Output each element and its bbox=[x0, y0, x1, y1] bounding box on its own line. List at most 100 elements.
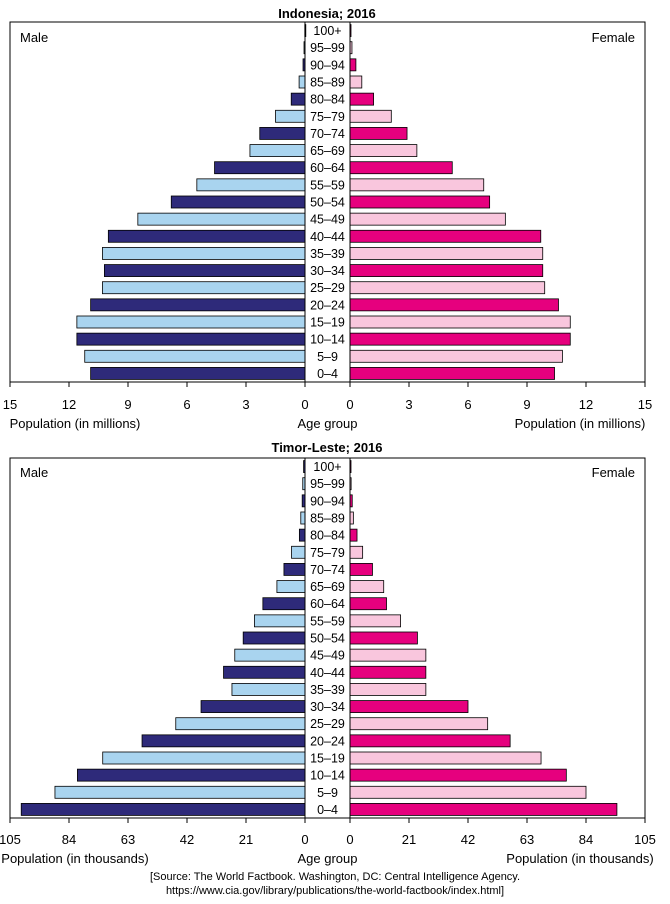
chart2-female-bar bbox=[349, 648, 427, 662]
chart2-frame bbox=[9, 457, 646, 819]
chart2-male-bar bbox=[231, 683, 306, 696]
chart2-female-bar bbox=[349, 700, 469, 713]
chart1-male-tick-label: 0 bbox=[301, 397, 308, 412]
chart2-age-label: 5–9 bbox=[317, 786, 338, 800]
chart1-female-bar bbox=[349, 349, 563, 363]
chart1-male-bar bbox=[90, 367, 306, 380]
chart1-female-tick-label: 9 bbox=[523, 397, 530, 412]
chart2-male-bar bbox=[276, 580, 306, 593]
chart1-male-tick-label: 15 bbox=[3, 397, 17, 412]
chart2-female-tick-label: 42 bbox=[461, 832, 475, 847]
chart1-male-bar bbox=[259, 127, 306, 140]
chart2-age-label: 70–74 bbox=[310, 563, 345, 577]
chart1-age-label: 15–19 bbox=[310, 316, 345, 330]
chart2-female-tick-label: 0 bbox=[346, 832, 353, 847]
chart2-age-label: 75–79 bbox=[310, 546, 345, 560]
chart2-female-bar bbox=[349, 683, 427, 696]
chart2-age-label: 25–29 bbox=[310, 717, 345, 731]
chart2-age-label: 65–69 bbox=[310, 580, 345, 594]
chart1-male-bar bbox=[290, 92, 306, 106]
chart1-female-tick-label: 15 bbox=[638, 397, 652, 412]
chart2-male-bar bbox=[300, 511, 306, 525]
chart2-female-bar bbox=[349, 803, 618, 816]
chart2-age-label: 10–14 bbox=[310, 769, 345, 783]
chart1-male-tick-label: 9 bbox=[124, 397, 131, 412]
chart2-female-bar bbox=[349, 631, 418, 645]
chart2-age-label: 55–59 bbox=[310, 614, 345, 628]
chart2-age-label: 40–44 bbox=[310, 666, 345, 680]
chart1-male-bar bbox=[76, 315, 306, 329]
chart1-female-tick-label: 6 bbox=[464, 397, 471, 412]
chart2-male-tick-label: 84 bbox=[62, 832, 76, 847]
chart1-female-bar bbox=[349, 75, 363, 89]
chart1-female-bar bbox=[349, 92, 375, 106]
chart2-female-bar bbox=[349, 785, 587, 799]
chart2-age-label: 95–99 bbox=[310, 477, 345, 491]
chart2-xlabel-left: Population (in thousands) bbox=[1, 851, 148, 866]
chart1-male-bar bbox=[214, 161, 306, 175]
chart1-male-bar bbox=[90, 298, 306, 312]
chart1-male-bar bbox=[137, 212, 306, 226]
chart2-male-bar bbox=[141, 734, 306, 748]
chart1-xlabel-left: Population (in millions) bbox=[10, 416, 141, 431]
chart2-female-tick-label: 84 bbox=[579, 832, 593, 847]
chart1-age-label: 95–99 bbox=[310, 41, 345, 55]
source-line-1: [Source: The World Factbook. Washington,… bbox=[149, 871, 521, 883]
chart1-age-label: 0–4 bbox=[317, 367, 338, 381]
chart2-age-label: 35–39 bbox=[310, 683, 345, 697]
chart2-age-label: 30–34 bbox=[310, 700, 345, 714]
chart1-female-bar bbox=[349, 58, 357, 72]
chart2-age-label: 100+ bbox=[313, 460, 341, 474]
chart1-female-bar bbox=[349, 212, 506, 226]
chart2-male-bar bbox=[54, 785, 306, 799]
chart1-male-tick-label: 6 bbox=[183, 397, 190, 412]
chart2-female-tick-label: 63 bbox=[520, 832, 534, 847]
chart2-female-tick-label: 21 bbox=[402, 832, 416, 847]
chart2-female-bar bbox=[349, 734, 511, 748]
chart1-male-bar bbox=[249, 144, 306, 157]
chart1-age-label: 80–84 bbox=[310, 93, 345, 107]
chart1-female-bar bbox=[349, 298, 559, 312]
chart1-female-bar bbox=[349, 127, 408, 140]
chart2-female-bar bbox=[349, 528, 358, 542]
chart1-age-label: 35–39 bbox=[310, 247, 345, 261]
chart1-male-bar bbox=[102, 247, 306, 260]
chart2-male-bar bbox=[200, 700, 306, 713]
chart2-age-label: 15–19 bbox=[310, 752, 345, 766]
chart2-female-tick-label: 105 bbox=[634, 832, 656, 847]
chart1-age-label: 85–89 bbox=[310, 76, 345, 90]
chart2-male-tick-label: 42 bbox=[180, 832, 194, 847]
chart1-female-bar bbox=[349, 144, 418, 157]
chart2-male-bar bbox=[234, 648, 306, 662]
chart1-age-label: 45–49 bbox=[310, 213, 345, 227]
chart1-male-label: Male bbox=[20, 30, 48, 45]
chart1-male-bar bbox=[107, 229, 306, 243]
chart1-age-label: 30–34 bbox=[310, 264, 345, 278]
chart1-female-bar bbox=[349, 178, 485, 192]
chart1-title: Indonesia; 2016 bbox=[278, 6, 376, 21]
chart2-male-tick-label: 0 bbox=[301, 832, 308, 847]
chart1-male-bar bbox=[170, 195, 306, 209]
chart2-xlabel-right: Population (in thousands) bbox=[506, 851, 653, 866]
chart2-male-bar bbox=[223, 665, 306, 679]
chart2-male-bar bbox=[77, 768, 306, 782]
chart2-female-bar bbox=[349, 768, 567, 782]
chart1-age-label: 5–9 bbox=[317, 350, 338, 364]
chart1-age-label: 40–44 bbox=[310, 230, 345, 244]
chart1-male-tick-label: 3 bbox=[242, 397, 249, 412]
chart1-age-label: 20–24 bbox=[310, 298, 345, 312]
chart2-age-label: 90–94 bbox=[310, 494, 345, 508]
chart1-female-tick-label: 3 bbox=[405, 397, 412, 412]
chart1-female-bar bbox=[349, 367, 555, 380]
chart1-female-tick-label: 12 bbox=[579, 397, 593, 412]
chart2-male-bar bbox=[298, 528, 306, 542]
chart1-female-bar bbox=[349, 264, 544, 277]
chart2-male-bar bbox=[283, 563, 306, 576]
chart1-age-label: 70–74 bbox=[310, 127, 345, 141]
chart2-age-label: 50–54 bbox=[310, 632, 345, 646]
chart1-age-label: 50–54 bbox=[310, 196, 345, 210]
chart2-male-bar bbox=[175, 717, 306, 731]
chart2-male-bar bbox=[291, 545, 306, 559]
chart1-male-bar bbox=[298, 75, 306, 89]
